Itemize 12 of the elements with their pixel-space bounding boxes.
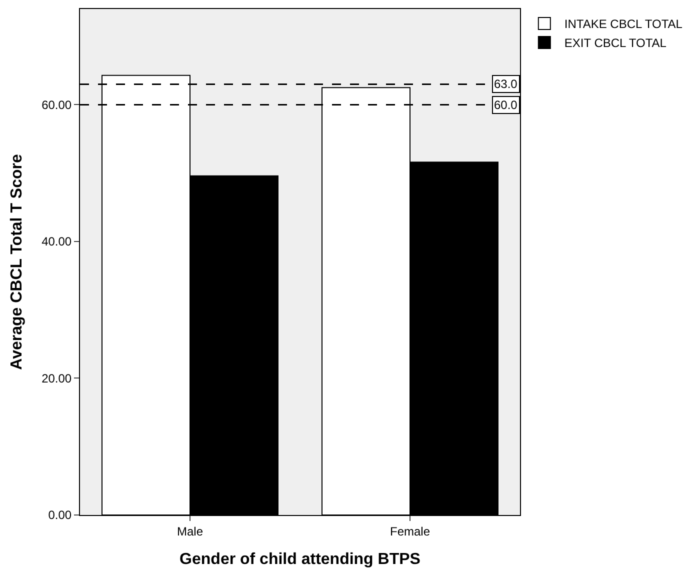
x-tick-label: Female [390,524,430,538]
ref-line-label: 63.0 [494,77,518,91]
ref-line-label: 60.0 [494,98,518,112]
legend-label: INTAKE CBCL TOTAL [564,17,683,32]
y-tick-label: 60.00 [42,98,72,112]
x-axis-title: Gender of child attending BTPS [180,551,421,568]
y-axis-title: Average CBCL Total T Score [8,154,26,370]
y-tick-label: 20.00 [42,371,72,386]
y-tick-label: 0.00 [48,508,72,522]
y-tick-label: 40.00 [42,234,72,249]
x-tick-label: Male [176,524,204,538]
legend-label: EXIT CBCL TOTAL [564,36,667,50]
